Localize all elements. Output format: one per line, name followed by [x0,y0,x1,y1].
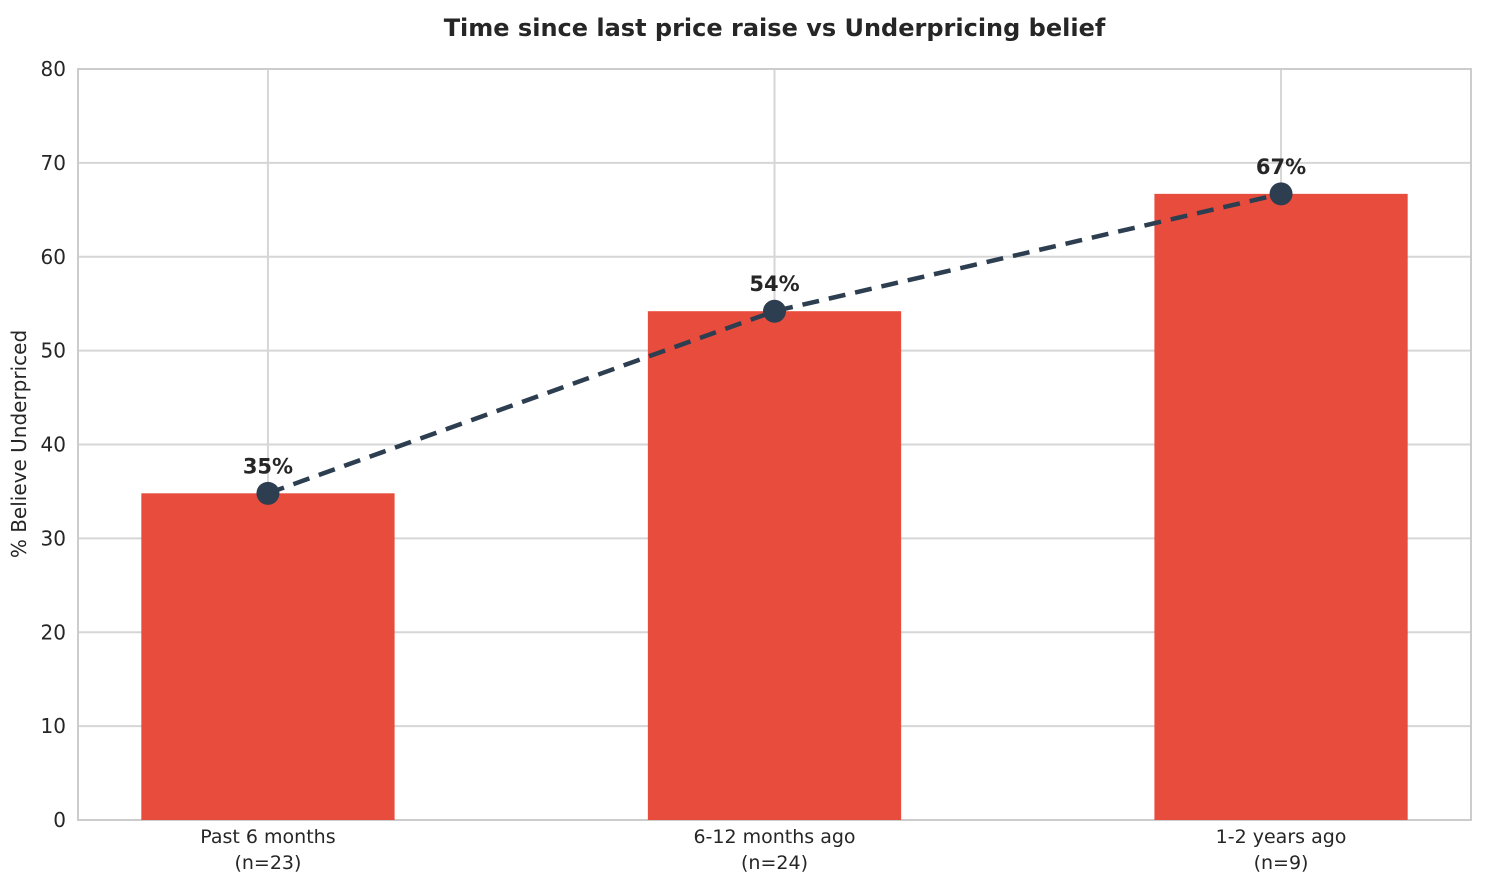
value-label: 67% [1256,155,1306,179]
data-point-marker [763,299,786,323]
y-tick-label: 20 [41,620,66,644]
value-label: 35% [243,454,293,478]
x-tick-sublabel: (n=23) [234,852,301,874]
y-tick-label: 40 [41,433,66,457]
y-tick-label: 10 [41,714,66,738]
bar [1154,193,1408,820]
data-point-marker [1269,182,1293,206]
bar [647,311,902,820]
y-tick-label: 0 [53,808,66,832]
chart-title: Time since last price raise vs Underpric… [443,14,1106,42]
y-tick-label: 80 [41,57,66,81]
y-tick-label: 30 [41,526,66,550]
data-point-marker [256,481,280,505]
y-tick-label: 50 [41,339,66,363]
y-tick-label: 70 [41,151,66,175]
x-tick-label: 6-12 months ago [693,826,855,848]
bar [141,493,395,820]
x-tick-sublabel: (n=24) [741,852,808,874]
y-tick-label: 60 [41,245,66,269]
value-label: 54% [749,272,799,296]
x-tick-label: Past 6 months [200,826,335,848]
x-tick-label: 1-2 years ago [1216,826,1347,848]
x-tick-sublabel: (n=9) [1254,852,1309,874]
